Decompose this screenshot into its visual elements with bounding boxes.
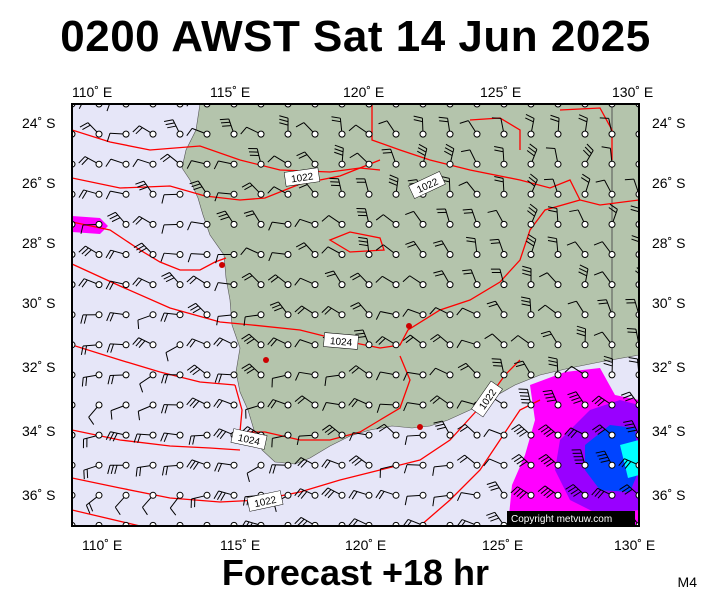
svg-text:26˚ S: 26˚ S	[652, 175, 685, 191]
isobar-label-6: 1022	[246, 490, 284, 512]
svg-text:30˚ S: 30˚ S	[22, 295, 55, 311]
svg-text:1022: 1022	[291, 171, 315, 185]
land-area	[181, 104, 639, 465]
svg-text:34˚ S: 34˚ S	[652, 423, 685, 439]
isobar-label-3: 1024	[323, 332, 359, 350]
svg-text:1024: 1024	[329, 336, 353, 349]
svg-text:24˚ S: 24˚ S	[652, 115, 685, 131]
svg-text:1024: 1024	[237, 433, 261, 448]
svg-text:120˚ E: 120˚ E	[343, 84, 384, 100]
longitude-labels-top: 110˚ E 115˚ E 120˚ E 125˚ E 130˚ E	[72, 84, 653, 100]
svg-text:28˚ S: 28˚ S	[652, 235, 685, 251]
model-label: M4	[677, 574, 697, 590]
longitude-labels-bottom: 110˚ E 115˚ E 120˚ E 125˚ E 130˚ E	[82, 537, 655, 553]
svg-text:28˚ S: 28˚ S	[22, 235, 55, 251]
svg-text:115˚ E: 115˚ E	[220, 537, 260, 553]
latitude-labels-right: 24˚ S 26˚ S 28˚ S 30˚ S 32˚ S 34˚ S 36˚ …	[652, 115, 685, 503]
svg-text:110˚ E: 110˚ E	[82, 537, 122, 553]
precipitation-area	[72, 216, 639, 526]
copyright-text: Copyright metvuw.com	[511, 514, 612, 525]
svg-text:130˚ E: 130˚ E	[612, 84, 653, 100]
svg-text:115˚ E: 115˚ E	[210, 84, 250, 100]
svg-text:125˚ E: 125˚ E	[480, 84, 521, 100]
copyright-box	[507, 511, 635, 525]
map-frame	[71, 103, 640, 527]
isobar-label-5: 1024	[230, 428, 268, 450]
svg-text:26˚ S: 26˚ S	[22, 175, 55, 191]
svg-text:36˚ S: 36˚ S	[652, 487, 685, 503]
svg-text:32˚ S: 32˚ S	[652, 359, 685, 375]
svg-text:110˚ E: 110˚ E	[72, 84, 112, 100]
forecast-lead-time: Forecast +18 hr	[221, 552, 490, 593]
forecast-title: 0200 AWST Sat 14 Jun 2025	[60, 12, 651, 61]
svg-text:120˚ E: 120˚ E	[345, 537, 386, 553]
svg-text:32˚ S: 32˚ S	[22, 359, 55, 375]
latitude-labels-left: 24˚ S 26˚ S 28˚ S 30˚ S 32˚ S 34˚ S 36˚ …	[22, 115, 55, 503]
svg-text:1022: 1022	[253, 495, 277, 510]
svg-text:125˚ E: 125˚ E	[482, 537, 523, 553]
isobar-label-1: 1022	[283, 167, 321, 187]
svg-text:36˚ S: 36˚ S	[22, 487, 55, 503]
high-pressure-markers	[219, 262, 423, 430]
svg-text:30˚ S: 30˚ S	[652, 295, 685, 311]
svg-text:24˚ S: 24˚ S	[22, 115, 55, 131]
svg-text:130˚ E: 130˚ E	[614, 537, 655, 553]
svg-text:34˚ S: 34˚ S	[22, 423, 55, 439]
